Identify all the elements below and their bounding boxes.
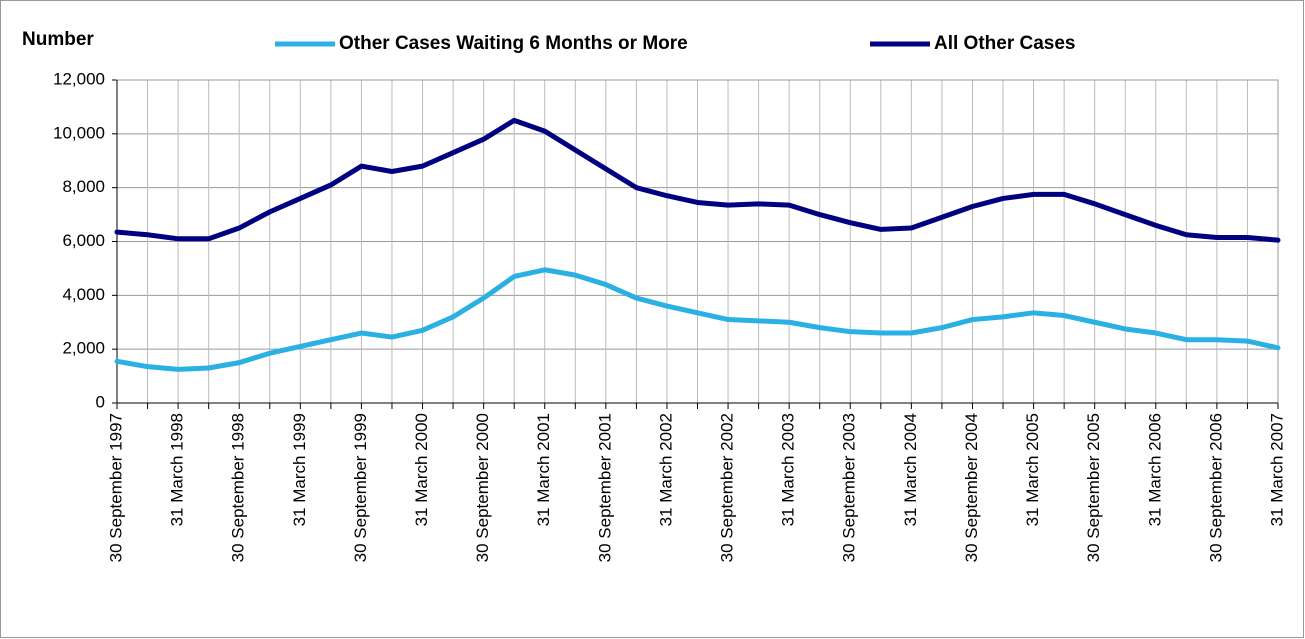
y-tick-label: 6,000 bbox=[62, 231, 105, 250]
y-tick-label: 0 bbox=[96, 392, 105, 411]
series-line bbox=[114, 117, 1281, 243]
series-line bbox=[114, 267, 1281, 372]
x-tick-label: 30 September 1997 bbox=[106, 413, 125, 562]
x-tick-label: 31 March 2005 bbox=[1023, 413, 1042, 526]
y-tick-label: 2,000 bbox=[62, 339, 105, 358]
x-tick-label: 30 September 2001 bbox=[595, 413, 614, 562]
x-tick-label: 30 September 2006 bbox=[1206, 413, 1225, 562]
x-tick-label: 30 September 2004 bbox=[962, 413, 981, 562]
legend-label: Other Cases Waiting 6 Months or More bbox=[339, 33, 688, 54]
x-tick-label: 31 March 1998 bbox=[168, 413, 187, 526]
x-tick-label: 30 September 1999 bbox=[351, 413, 370, 562]
x-tick-label: 31 March 2006 bbox=[1145, 413, 1164, 526]
x-tick-label: 30 September 2005 bbox=[1084, 413, 1103, 562]
x-tick-label: 31 March 1999 bbox=[290, 413, 309, 526]
x-tick-label: 31 March 2007 bbox=[1267, 413, 1286, 526]
y-axis-label: Number bbox=[22, 29, 94, 50]
y-tick-label: 4,000 bbox=[62, 285, 105, 304]
x-tick-label: 31 March 2003 bbox=[779, 413, 798, 526]
x-tick-label: 31 March 2002 bbox=[656, 413, 675, 526]
y-tick-label: 8,000 bbox=[62, 177, 105, 196]
legend-label: All Other Cases bbox=[934, 33, 1076, 54]
x-tick-label: 30 September 2002 bbox=[718, 413, 737, 562]
y-tick-label: 10,000 bbox=[53, 123, 105, 142]
x-tick-label: 30 September 1998 bbox=[229, 413, 248, 562]
x-tick-label: 31 March 2004 bbox=[901, 413, 920, 526]
x-tick-label: 30 September 2000 bbox=[473, 413, 492, 562]
x-tick-label: 31 March 2001 bbox=[534, 413, 553, 526]
x-tick-label: 30 September 2003 bbox=[840, 413, 859, 562]
x-tick-label: 31 March 2000 bbox=[412, 413, 431, 526]
y-tick-label: 12,000 bbox=[53, 69, 105, 88]
